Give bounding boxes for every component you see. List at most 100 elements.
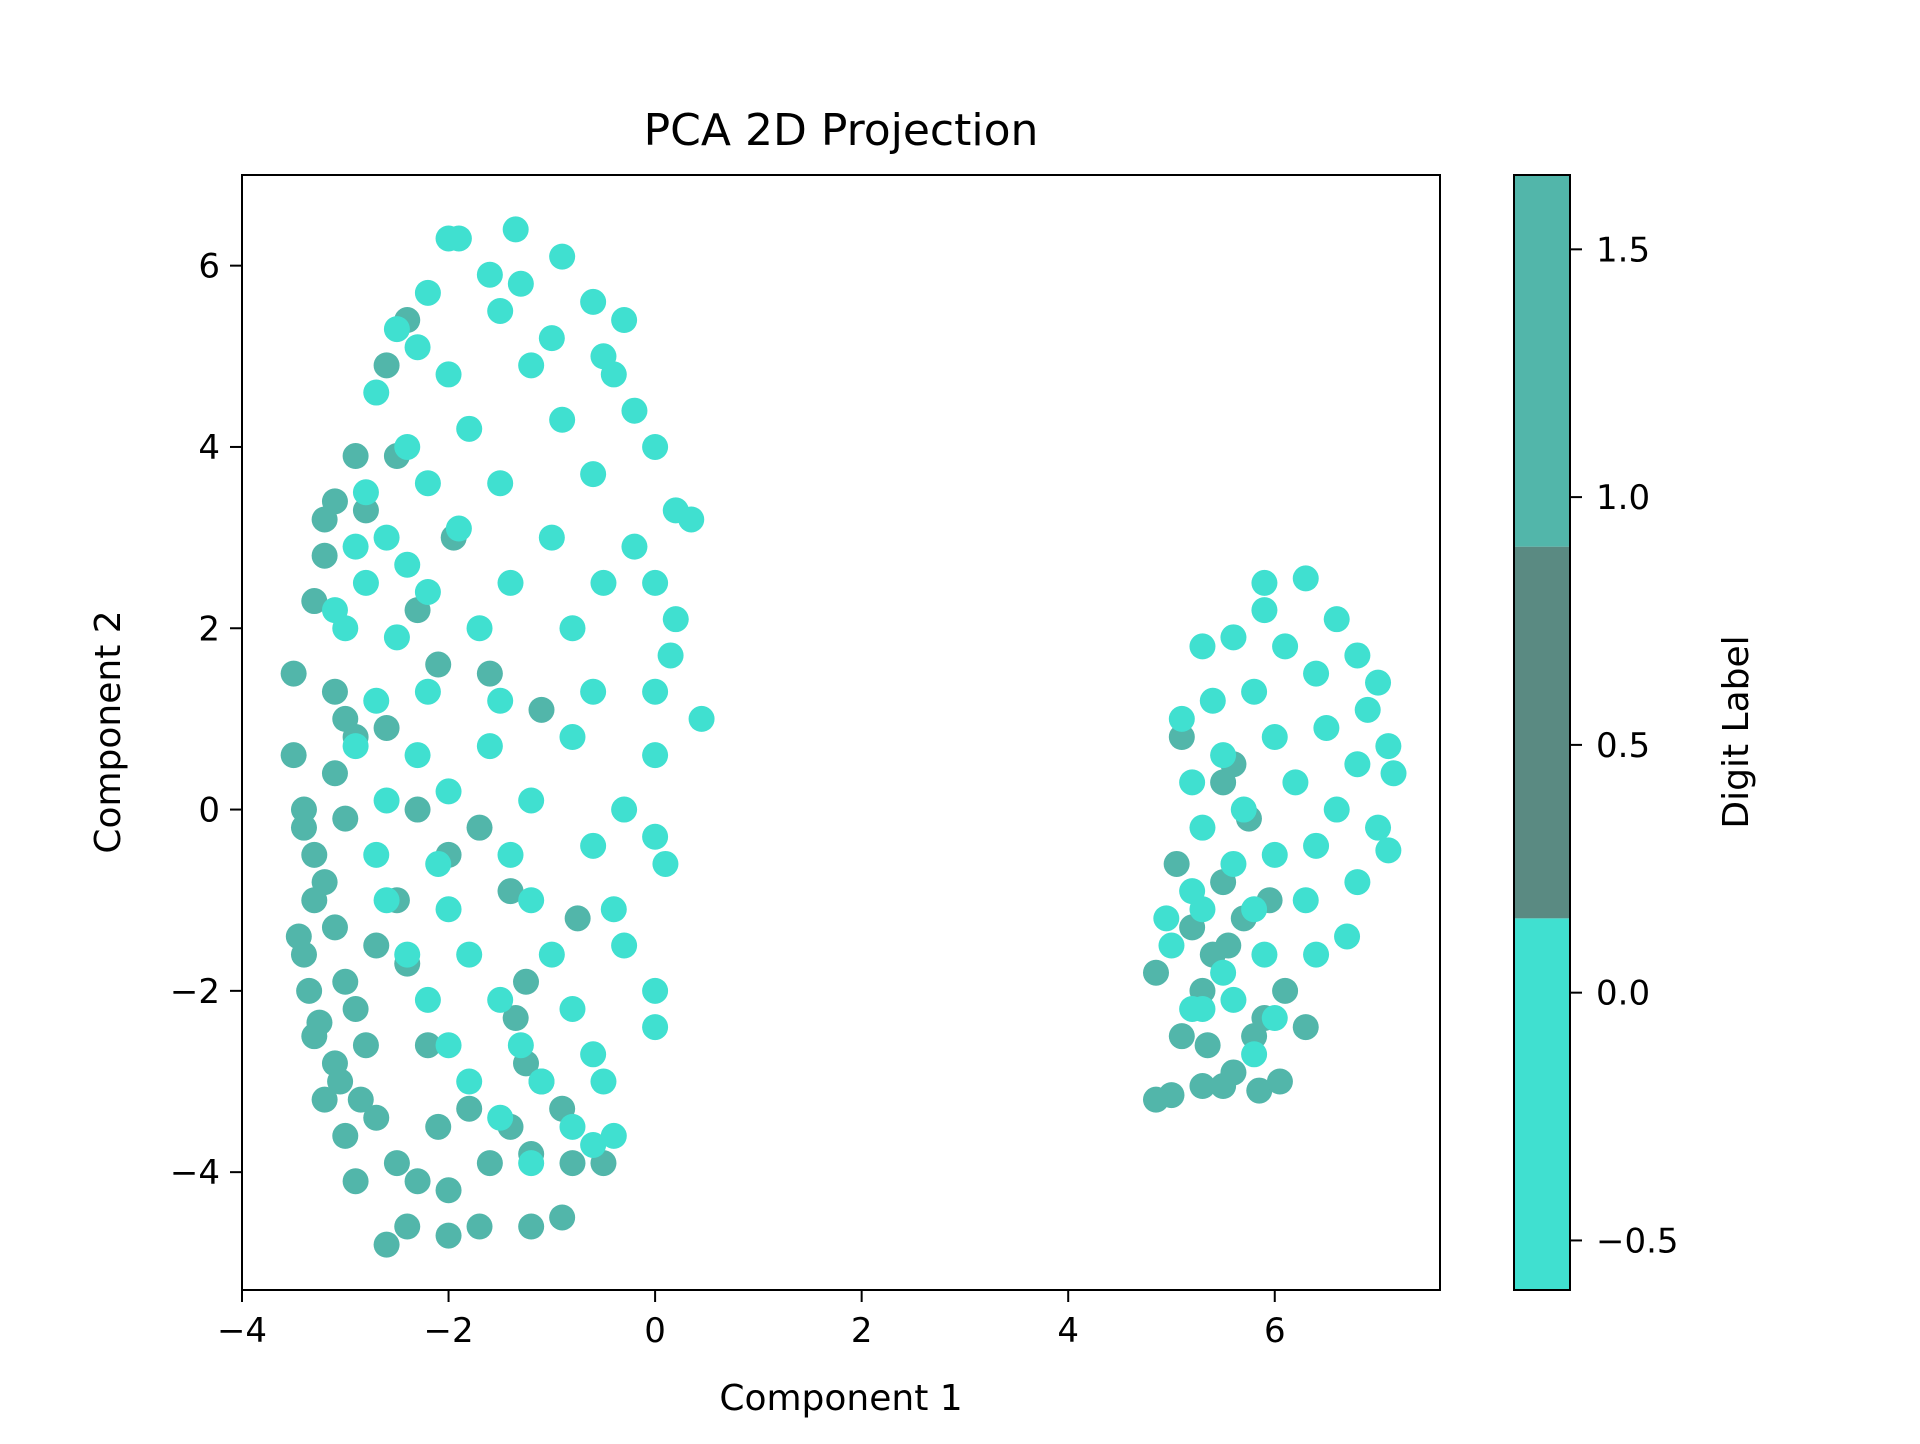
scatter-point [559, 995, 586, 1022]
scatter-point [1354, 696, 1381, 723]
scatter-point [580, 1131, 607, 1158]
scatter-point [1261, 724, 1288, 751]
scatter-point [394, 941, 421, 968]
scatter-point [404, 742, 431, 769]
scatter-point [352, 569, 379, 596]
x-tick-label: 0 [644, 1311, 666, 1351]
scatter-point [404, 796, 431, 823]
x-tick-label: 2 [851, 1311, 873, 1351]
scatter-point [435, 896, 462, 923]
scatter-point [321, 760, 348, 787]
scatter-point [280, 742, 307, 769]
scatter-point [1375, 733, 1402, 760]
scatter-point [502, 1005, 529, 1032]
scatter-point [290, 796, 317, 823]
scatter-point [1189, 814, 1216, 841]
scatter-point [425, 651, 452, 678]
scatter-point [1215, 932, 1242, 959]
scatter-point [1365, 814, 1392, 841]
scatter-point [1272, 977, 1299, 1004]
scatter-point [456, 415, 483, 442]
scatter-point [1365, 669, 1392, 696]
scatter-point [445, 515, 472, 542]
scatter-point [425, 850, 452, 877]
scatter-point [1282, 769, 1309, 796]
scatter-point [342, 533, 369, 560]
scatter-point [1241, 896, 1268, 923]
scatter-point [373, 524, 400, 551]
scatter-point [1303, 941, 1330, 968]
scatter-point [394, 1213, 421, 1240]
colorbar: −0.5 0.0 0.5 1.0 1.5 Digit Label [1513, 174, 1757, 1291]
scatter-point [1158, 932, 1185, 959]
scatter-point [549, 1204, 576, 1231]
scatter-point [559, 724, 586, 751]
scatter-point [611, 932, 638, 959]
scatter-point [296, 977, 323, 1004]
scatter-point [1272, 633, 1299, 660]
colorbar-bands [1514, 175, 1570, 1290]
scatter-point [518, 1213, 545, 1240]
scatter-point [1344, 751, 1371, 778]
scatter-point [1210, 1073, 1237, 1100]
colorbar-tick-label: −0.5 [1596, 1221, 1679, 1261]
scatter-point [678, 506, 705, 533]
scatter-point [301, 887, 328, 914]
scatter-point [1210, 742, 1237, 769]
scatter-point [621, 533, 648, 560]
scatter-point [1303, 832, 1330, 859]
scatter-point [611, 796, 638, 823]
scatter-point [487, 1104, 514, 1131]
y-tick-label: 6 [198, 247, 220, 287]
colorbar-frame [1513, 174, 1571, 1291]
scatter-point [445, 225, 472, 252]
scatter-point [1323, 606, 1350, 633]
x-tick-label: 4 [1057, 1311, 1079, 1351]
chart-title: PCA 2D Projection [644, 105, 1039, 156]
scatter-point [642, 977, 669, 1004]
scatter-point [383, 316, 410, 343]
scatter-point [1189, 633, 1216, 660]
scatter-point [580, 678, 607, 705]
colorbar-tick-label: 1.5 [1596, 230, 1650, 270]
scatter-point [466, 1213, 493, 1240]
scatter-point [1344, 869, 1371, 896]
x-tick-label: −4 [217, 1311, 267, 1351]
scatter-point [507, 1032, 534, 1059]
scatter-point [290, 814, 317, 841]
colorbar-label: Digit Label [1716, 635, 1757, 828]
scatter-point [456, 1068, 483, 1095]
scatter-point [642, 742, 669, 769]
scatter-point [497, 569, 524, 596]
scatter-point [611, 307, 638, 334]
y-tick-label: 4 [198, 428, 220, 468]
scatter-point [342, 443, 369, 470]
scatter-point [1241, 678, 1268, 705]
scatter-point [425, 1113, 452, 1140]
scatter-point [301, 588, 328, 615]
scatter-point [497, 841, 524, 868]
scatter-point [1163, 850, 1190, 877]
scatter-point [332, 1122, 359, 1149]
scatter-point [301, 841, 328, 868]
y-axis-label: Component 2 [88, 610, 129, 853]
scatter-point [347, 1086, 374, 1113]
scatter-point [1292, 1014, 1319, 1041]
scatter-point [1220, 850, 1247, 877]
scatter-point [352, 497, 379, 524]
scatter-point [1334, 923, 1361, 950]
scatter-point [306, 1009, 333, 1036]
scatter-point [1189, 1073, 1216, 1100]
scatter-point [363, 379, 390, 406]
scatter-point [435, 361, 462, 388]
scatter-point [383, 624, 410, 651]
scatter-point [290, 941, 317, 968]
scatter-point [1292, 565, 1319, 592]
scatter-point [363, 932, 390, 959]
scatter-point [518, 887, 545, 914]
scatter-point [580, 461, 607, 488]
scatter-point [1210, 769, 1237, 796]
scatter-point [435, 1222, 462, 1249]
scatter-point [507, 270, 534, 297]
